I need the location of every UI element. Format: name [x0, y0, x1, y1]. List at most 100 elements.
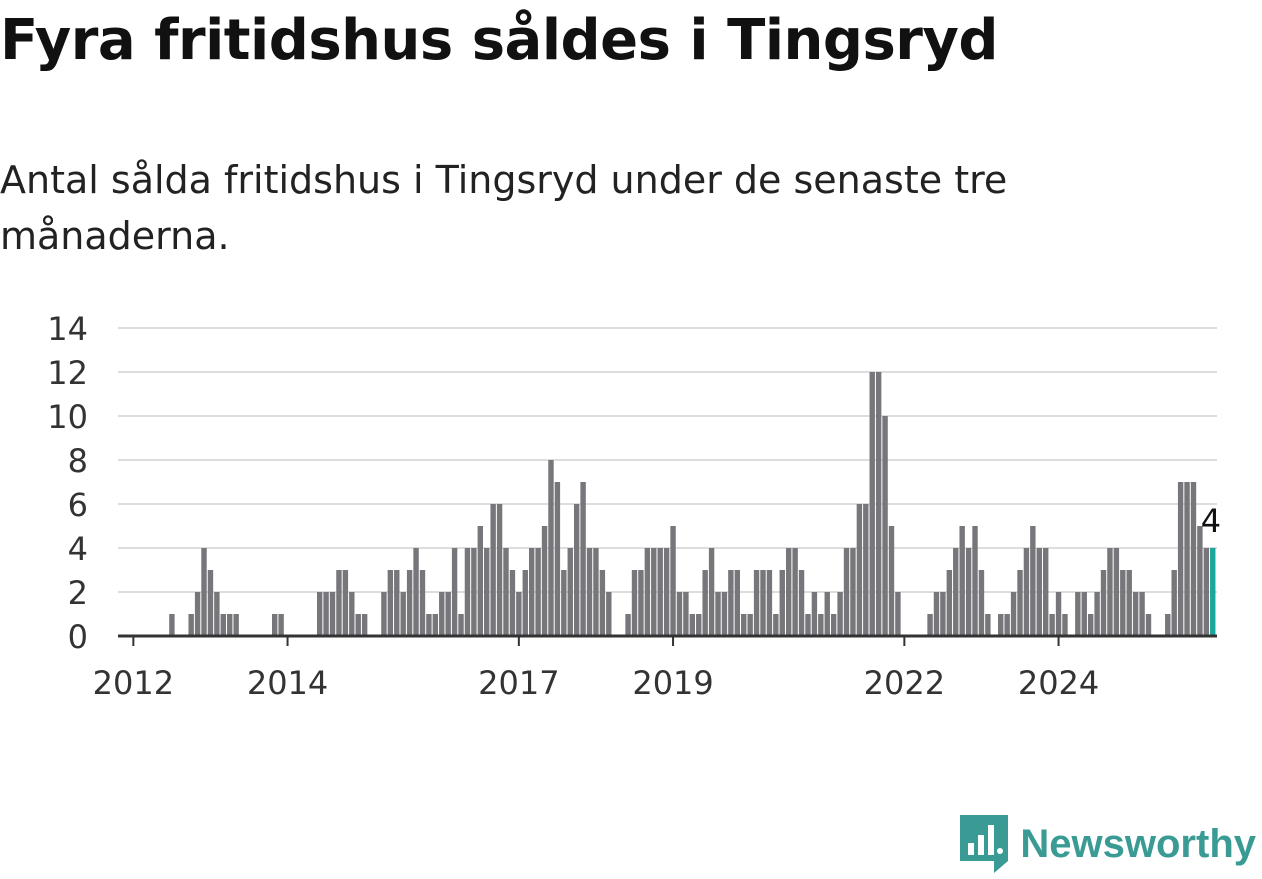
- x-tick-label: 2019: [632, 664, 713, 702]
- y-tick-label: 14: [47, 310, 88, 348]
- bar: [875, 372, 882, 636]
- bar: [631, 570, 638, 636]
- bar: [169, 614, 175, 636]
- bar: [715, 592, 721, 636]
- bar: [484, 548, 490, 636]
- x-tick-label: 2012: [93, 664, 174, 702]
- bar: [644, 548, 651, 636]
- bar: [554, 482, 561, 636]
- bar: [548, 460, 554, 636]
- newsworthy-brand: Newsworthy: [960, 815, 1256, 873]
- bar: [355, 614, 361, 636]
- bar: [1120, 570, 1126, 636]
- bar: [381, 592, 387, 636]
- bar: [323, 592, 329, 636]
- bar: [220, 614, 226, 636]
- y-tick-label: 6: [68, 486, 88, 524]
- bar: [188, 614, 194, 636]
- bar: [406, 570, 413, 636]
- bar: [599, 570, 606, 636]
- bar: [580, 482, 586, 636]
- chart-title: Fyra fritidshus såldes i Tingsryd: [0, 8, 999, 73]
- bar: [439, 592, 445, 636]
- bar: [786, 548, 792, 636]
- bar: [856, 504, 863, 636]
- bar: [567, 548, 573, 636]
- bar: [837, 592, 843, 636]
- bar: [1177, 482, 1184, 636]
- bar: [1165, 614, 1171, 636]
- bar: [445, 592, 451, 636]
- bar: [625, 614, 631, 636]
- bar: [696, 614, 702, 636]
- bar: [895, 592, 901, 636]
- chart-subtitle: Antal sålda fritidshus i Tingsryd under …: [0, 158, 1008, 258]
- bar: [336, 570, 342, 636]
- bar: [940, 592, 946, 636]
- bar: [869, 372, 875, 636]
- bar: [535, 548, 541, 636]
- bar: [1184, 482, 1190, 636]
- bar: [394, 570, 400, 636]
- bar: [1087, 614, 1094, 636]
- bar: [843, 548, 850, 636]
- bar: [882, 416, 888, 636]
- brand-name: Newsworthy: [1020, 821, 1256, 866]
- bar: [773, 614, 779, 636]
- bar: [663, 548, 670, 636]
- bar: [541, 526, 548, 636]
- bar: [316, 592, 323, 636]
- bar: [419, 570, 426, 636]
- bar: [850, 548, 856, 636]
- bar: [824, 592, 830, 636]
- bar: [387, 570, 394, 636]
- bar: [689, 614, 696, 636]
- bar: [451, 548, 458, 636]
- y-tick-label: 8: [68, 442, 88, 480]
- bar: [965, 548, 972, 636]
- bar: [1145, 614, 1152, 636]
- bar: [1100, 570, 1107, 636]
- y-tick-label: 4: [68, 530, 88, 568]
- bar: [1113, 548, 1120, 636]
- bar: [670, 526, 676, 636]
- bar: [1126, 570, 1132, 636]
- bar: [201, 548, 207, 636]
- y-tick-label: 2: [68, 574, 88, 612]
- bar: [1132, 592, 1139, 636]
- bar: [721, 592, 728, 636]
- bar: [683, 592, 689, 636]
- bar: [998, 614, 1004, 636]
- bar: [933, 592, 940, 636]
- bar: [734, 570, 740, 636]
- x-tick-label: 2024: [1018, 664, 1099, 702]
- bar: [946, 570, 953, 636]
- bar-highlight: [1210, 548, 1216, 636]
- bar: [207, 570, 214, 636]
- bar: [1171, 570, 1177, 636]
- bar: [413, 548, 419, 636]
- bar: [978, 570, 985, 636]
- bar: [516, 592, 522, 636]
- bar: [1075, 592, 1081, 636]
- bar: [805, 614, 811, 636]
- last-value-label: 4: [1201, 502, 1221, 540]
- bar: [728, 570, 734, 636]
- bar: [818, 614, 824, 636]
- bar: [490, 504, 496, 636]
- bar: [638, 570, 644, 636]
- bar: [1023, 548, 1030, 636]
- bar: [741, 614, 747, 636]
- bar: [529, 548, 535, 636]
- bar: [1043, 548, 1049, 636]
- bar-chart: 0 2 4 6 8 10 12 14 2012 2014 2017 2019 2022 2024 4: [47, 310, 1221, 702]
- bar: [1036, 548, 1042, 636]
- bar: [863, 504, 869, 636]
- bar: [593, 548, 599, 636]
- bar: [1190, 482, 1197, 636]
- bar: [1017, 570, 1023, 636]
- bar: [747, 614, 753, 636]
- bar: [1081, 592, 1087, 636]
- bar: [985, 614, 991, 636]
- bar: [651, 548, 657, 636]
